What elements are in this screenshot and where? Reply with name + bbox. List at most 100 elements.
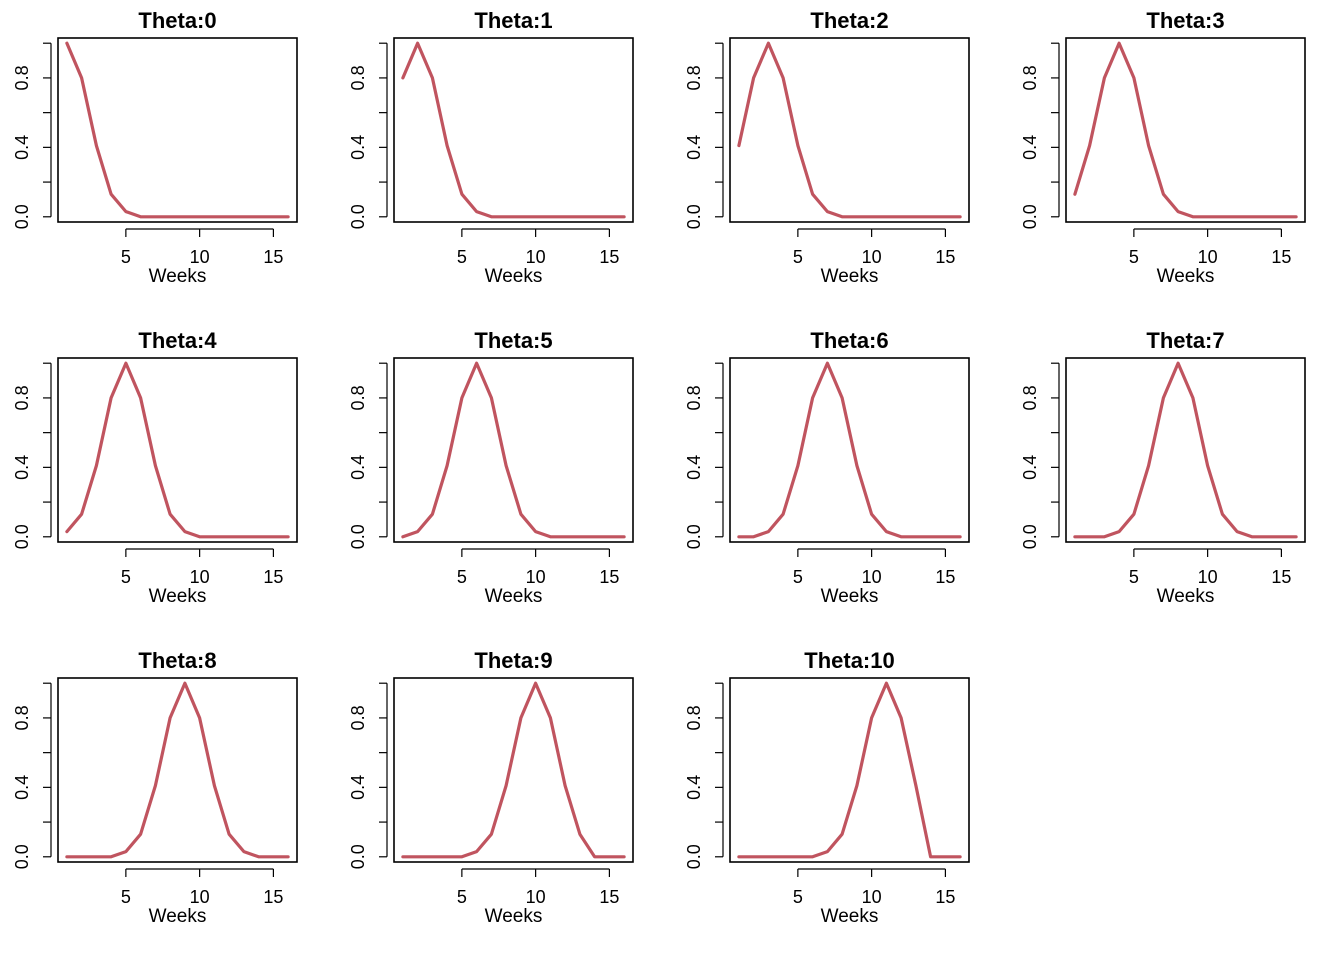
panel-title: Theta:3	[1146, 8, 1224, 33]
y-tick-label: 0.4	[1020, 135, 1040, 160]
panel-4: Theta:4 5 10 15 Weeks 0.0 0.4 0.8	[12, 328, 298, 607]
y-tick-label: 0.0	[12, 844, 32, 869]
y-tick-label: 0.4	[684, 135, 704, 160]
panel-10: Theta:10 5 10 15 Weeks 0.0 0.4 0.8	[684, 648, 970, 927]
x-axis-label: Weeks	[821, 906, 879, 927]
y-tick-label: 0.0	[684, 204, 704, 229]
y-axis: 0.0 0.4 0.8	[684, 362, 724, 549]
plot-frame	[1065, 357, 1306, 543]
series-line	[401, 681, 626, 859]
x-tick-label: 10	[1198, 247, 1218, 267]
x-tick-label: 10	[190, 567, 210, 587]
x-axis: 5 10 15	[457, 228, 619, 267]
panel-2: Theta:2 5 10 15 Weeks 0.0 0.4 0.8	[684, 8, 970, 287]
y-axis: 0.0 0.4 0.8	[348, 682, 388, 869]
y-tick-label: 0.4	[12, 775, 32, 800]
y-axis: 0.0 0.4 0.8	[684, 42, 724, 229]
series-line	[1073, 41, 1298, 219]
panel-9: Theta:9 5 10 15 Weeks 0.0 0.4 0.8	[348, 648, 634, 927]
plot-frame	[57, 37, 298, 223]
y-axis: 0.0 0.4 0.8	[1020, 42, 1060, 229]
panel-7: Theta:7 5 10 15 Weeks 0.0 0.4 0.8	[1020, 328, 1306, 607]
x-axis: 5 10 15	[121, 548, 283, 587]
x-axis-label: Weeks	[149, 906, 207, 927]
y-tick-label: 0.0	[348, 204, 368, 229]
y-tick-label: 0.4	[12, 135, 32, 160]
x-tick-label: 10	[862, 887, 882, 907]
y-tick-label: 0.8	[1020, 65, 1040, 90]
y-tick-label: 0.8	[12, 705, 32, 730]
panel-title: Theta:9	[474, 648, 552, 673]
x-tick-label: 5	[457, 887, 467, 907]
plot-frame	[393, 357, 634, 543]
panel-0: Theta:0 5 10 15 Weeks 0.0 0.4 0.8	[12, 8, 298, 287]
y-tick-label: 0.0	[12, 204, 32, 229]
x-axis: 5 10 15	[1129, 228, 1291, 267]
x-tick-label: 5	[1129, 247, 1139, 267]
y-tick-label: 0.4	[348, 775, 368, 800]
x-axis-label: Weeks	[149, 586, 207, 607]
x-axis-label: Weeks	[485, 906, 543, 927]
y-tick-label: 0.8	[348, 385, 368, 410]
panel-title: Theta:6	[810, 328, 888, 353]
x-tick-label: 5	[457, 247, 467, 267]
y-axis: 0.0 0.4 0.8	[12, 42, 52, 229]
panel-title: Theta:2	[810, 8, 888, 33]
y-tick-label: 0.0	[684, 844, 704, 869]
x-axis-label: Weeks	[821, 586, 879, 607]
y-tick-label: 0.4	[684, 775, 704, 800]
x-tick-label: 5	[121, 887, 131, 907]
y-axis: 0.0 0.4 0.8	[348, 362, 388, 549]
series-line	[65, 361, 290, 539]
x-tick-label: 15	[935, 567, 955, 587]
y-tick-label: 0.4	[12, 455, 32, 480]
y-tick-label: 0.8	[684, 385, 704, 410]
y-tick-label: 0.8	[348, 705, 368, 730]
y-tick-label: 0.4	[1020, 455, 1040, 480]
series-line	[401, 41, 626, 219]
series-line	[737, 361, 962, 539]
series-line	[65, 681, 290, 859]
x-tick-label: 15	[935, 247, 955, 267]
series-line	[1073, 361, 1298, 539]
y-tick-label: 0.8	[348, 65, 368, 90]
panel-6: Theta:6 5 10 15 Weeks 0.0 0.4 0.8	[684, 328, 970, 607]
panel-title: Theta:7	[1146, 328, 1224, 353]
x-axis: 5 10 15	[1129, 548, 1291, 587]
x-tick-label: 15	[263, 247, 283, 267]
panel-3: Theta:3 5 10 15 Weeks 0.0 0.4 0.8	[1020, 8, 1306, 287]
panel-title: Theta:5	[474, 328, 552, 353]
panel-1: Theta:1 5 10 15 Weeks 0.0 0.4 0.8	[348, 8, 634, 287]
x-axis: 5 10 15	[457, 548, 619, 587]
panel-title: Theta:8	[138, 648, 216, 673]
x-axis: 5 10 15	[793, 228, 955, 267]
x-axis-label: Weeks	[149, 266, 207, 287]
plot-frame	[393, 37, 634, 223]
y-axis: 0.0 0.4 0.8	[12, 682, 52, 869]
x-tick-label: 10	[526, 247, 546, 267]
plot-frame	[729, 37, 970, 223]
plot-frame	[729, 357, 970, 543]
x-axis-label: Weeks	[485, 586, 543, 607]
x-tick-label: 10	[190, 247, 210, 267]
y-axis: 0.0 0.4 0.8	[12, 362, 52, 549]
x-tick-label: 10	[1198, 567, 1218, 587]
x-axis: 5 10 15	[793, 868, 955, 907]
y-tick-label: 0.0	[348, 524, 368, 549]
x-tick-label: 10	[526, 567, 546, 587]
x-axis-label: Weeks	[1157, 586, 1215, 607]
series-line	[737, 681, 962, 859]
y-tick-label: 0.4	[684, 455, 704, 480]
plot-frame	[57, 357, 298, 543]
x-tick-label: 10	[862, 247, 882, 267]
y-tick-label: 0.0	[12, 524, 32, 549]
y-tick-label: 0.4	[348, 455, 368, 480]
y-axis: 0.0 0.4 0.8	[1020, 362, 1060, 549]
x-tick-label: 10	[862, 567, 882, 587]
x-tick-label: 15	[599, 887, 619, 907]
y-axis: 0.0 0.4 0.8	[684, 682, 724, 869]
y-tick-label: 0.0	[1020, 204, 1040, 229]
panel-title: Theta:1	[474, 8, 552, 33]
plot-frame	[729, 677, 970, 863]
y-tick-label: 0.8	[12, 385, 32, 410]
